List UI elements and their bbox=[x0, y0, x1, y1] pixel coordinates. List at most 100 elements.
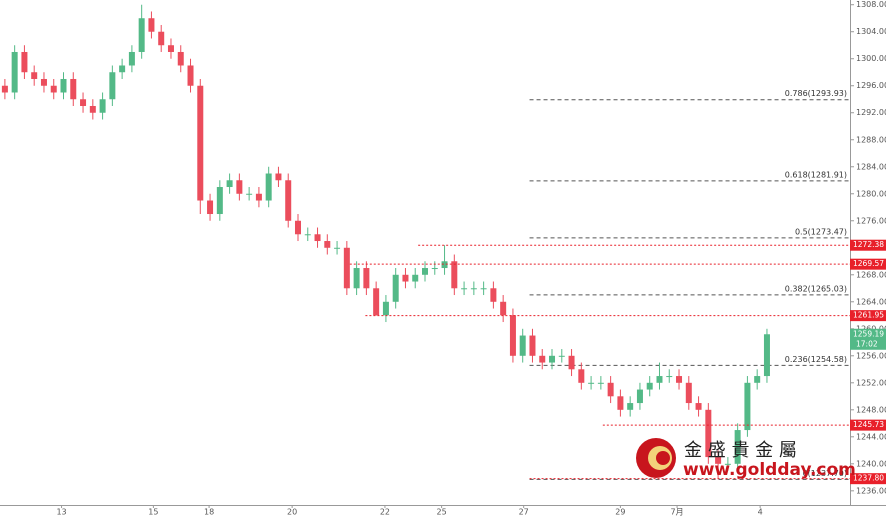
candle-body bbox=[148, 18, 155, 32]
level-tag bbox=[850, 473, 886, 485]
candle-body bbox=[549, 355, 556, 363]
watermark: 金 盛 貴 金 屬 www.goldday.com bbox=[636, 438, 856, 480]
candle-body bbox=[519, 335, 526, 356]
candle-body bbox=[70, 78, 77, 100]
candle-body bbox=[80, 99, 87, 106]
candle-body bbox=[382, 301, 389, 316]
candle-body bbox=[715, 457, 722, 464]
candle-body bbox=[656, 376, 663, 383]
candle-body bbox=[705, 409, 712, 458]
level-label: 1269.57 bbox=[853, 259, 884, 268]
candle-body bbox=[314, 234, 321, 242]
candle-body bbox=[158, 31, 165, 46]
x-tick-label: 29 bbox=[615, 508, 625, 517]
candle-body bbox=[275, 173, 282, 181]
y-tick-label: 1296.00 bbox=[856, 81, 886, 90]
candle-body bbox=[539, 355, 546, 363]
fib-label: 0.786(1293.93) bbox=[785, 89, 847, 98]
candle-body bbox=[31, 72, 38, 79]
candle-body bbox=[177, 51, 184, 66]
y-tick-label: 1240.00 bbox=[856, 459, 886, 468]
candle-body bbox=[509, 315, 516, 356]
y-tick-label: 1308.00 bbox=[856, 0, 886, 9]
candle-body bbox=[246, 193, 253, 195]
candle-body bbox=[373, 288, 380, 316]
candle-body bbox=[343, 247, 350, 289]
level-label: 1245.73 bbox=[853, 420, 884, 429]
candle-body bbox=[744, 382, 751, 431]
candle-body bbox=[441, 261, 448, 269]
candle-body bbox=[734, 430, 741, 464]
candle-body bbox=[617, 396, 624, 410]
y-tick-label: 1264.00 bbox=[856, 297, 886, 306]
candle-body bbox=[402, 274, 409, 282]
candle-body bbox=[60, 78, 67, 93]
candle-body bbox=[265, 173, 272, 201]
candle-body bbox=[676, 376, 683, 383]
x-tick-label: 27 bbox=[519, 508, 529, 517]
y-tick-label: 1276.00 bbox=[856, 216, 886, 225]
y-tick-label: 1256.00 bbox=[856, 351, 886, 360]
candle-body bbox=[422, 268, 428, 275]
candle-body bbox=[588, 382, 595, 384]
candle-body bbox=[597, 382, 604, 384]
candle-body bbox=[578, 369, 585, 383]
candle-body bbox=[353, 268, 360, 289]
price-tag bbox=[850, 328, 886, 350]
y-tick-label: 1280.00 bbox=[856, 189, 886, 198]
candle-body bbox=[763, 334, 770, 377]
candle-body bbox=[89, 105, 96, 113]
candle-body bbox=[500, 301, 507, 316]
y-tick-label: 1244.00 bbox=[856, 432, 886, 441]
candle-body bbox=[636, 389, 643, 404]
candle-body bbox=[21, 51, 28, 73]
candle-body bbox=[412, 274, 419, 282]
candle-body bbox=[490, 288, 497, 302]
fib-label: 0.5(1273.47) bbox=[795, 227, 847, 236]
y-tick-label: 1252.00 bbox=[856, 378, 886, 387]
candle-body bbox=[11, 51, 18, 93]
y-tick-label: 1284.00 bbox=[856, 162, 886, 171]
level-label: 1272.38 bbox=[853, 240, 884, 249]
y-tick-label: 1236.00 bbox=[856, 486, 886, 495]
level-label: 1237.80 bbox=[853, 474, 884, 483]
x-tick-label: 15 bbox=[148, 508, 158, 517]
candle-body bbox=[646, 382, 653, 390]
x-tick-label: 13 bbox=[56, 508, 66, 517]
candle-body bbox=[285, 180, 292, 221]
candle-body bbox=[480, 288, 487, 290]
y-tick-label: 1292.00 bbox=[856, 108, 886, 117]
candle-body bbox=[187, 65, 194, 86]
candle-body bbox=[167, 45, 174, 52]
logo-core bbox=[656, 451, 670, 465]
candle-body bbox=[109, 72, 116, 100]
candle-body bbox=[197, 85, 204, 201]
candle-body bbox=[607, 382, 614, 397]
candle-body bbox=[461, 288, 468, 290]
countdown: 17:02 bbox=[856, 339, 878, 348]
candle-body bbox=[119, 65, 126, 73]
candle-body bbox=[99, 99, 106, 113]
level-tag bbox=[850, 258, 886, 270]
candle-body bbox=[255, 193, 262, 201]
level-tag bbox=[850, 310, 886, 322]
candle-body bbox=[754, 376, 761, 383]
candle-body bbox=[392, 274, 399, 302]
fib-label: 0.382(1265.03) bbox=[785, 284, 847, 293]
candle-body bbox=[431, 268, 438, 270]
candle-body bbox=[568, 355, 575, 370]
level-tag bbox=[850, 419, 886, 431]
candle-body bbox=[294, 220, 301, 235]
candle-body bbox=[138, 18, 145, 52]
candle-body bbox=[558, 355, 565, 357]
last-price: 1259.19 bbox=[853, 329, 884, 338]
y-tick-label: 1288.00 bbox=[856, 135, 886, 144]
candle-body bbox=[685, 382, 692, 404]
watermark-url: www.goldday.com bbox=[683, 460, 856, 480]
candle-body bbox=[226, 180, 233, 188]
candle-body bbox=[529, 335, 536, 356]
candle-body bbox=[207, 200, 214, 215]
candle-body bbox=[451, 261, 458, 289]
